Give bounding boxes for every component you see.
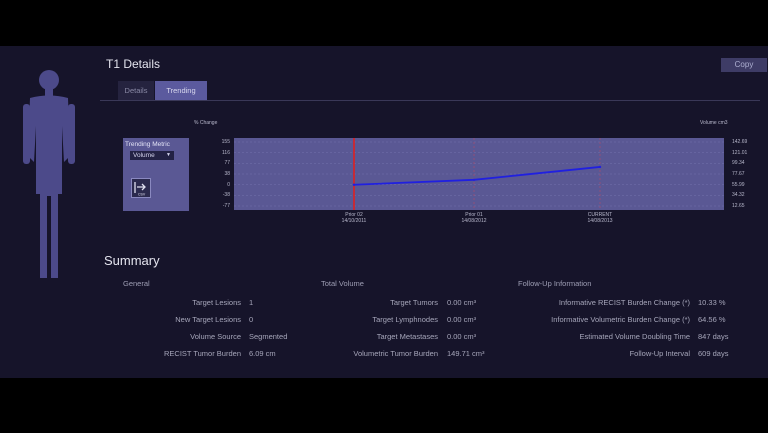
data-point[interactable] — [472, 178, 476, 181]
x-tick-name: Prior 01 — [465, 212, 483, 218]
volume-row-label: Target Lymphnodes — [372, 315, 438, 324]
followup-row-value: 64.56 % — [698, 315, 726, 324]
volume-series-line — [353, 166, 601, 186]
right-tick-label: 12.65 — [732, 203, 745, 209]
right-axis-title: Volume cm3 — [700, 120, 728, 126]
body-figure-icon[interactable] — [18, 66, 80, 282]
summary-title: Summary — [104, 253, 160, 268]
volume-row-label: Target Metastases — [376, 332, 438, 341]
volume-row-value: 0.00 cm³ — [447, 298, 477, 307]
volume-row-value: 149.71 cm³ — [447, 349, 485, 358]
trend-chart-svg — [234, 138, 724, 210]
followup-row-label: Estimated Volume Doubling Time — [579, 332, 690, 341]
general-row-value: 0 — [249, 315, 254, 324]
left-tick-label: 38 — [224, 171, 230, 177]
trending-metric-label: Trending Metric — [125, 141, 170, 148]
volume-row-value: 0.00 cm³ — [447, 332, 477, 341]
chevron-down-icon: ▼ — [166, 152, 171, 158]
x-tick-label: Prior 02 14/10/2011 — [324, 212, 384, 224]
csv-export-button[interactable]: CSV — [131, 178, 151, 198]
trend-chart[interactable] — [234, 138, 724, 210]
general-row-value: 6.09 cm — [249, 349, 276, 358]
tab-divider — [100, 100, 760, 101]
right-tick-label: 55.99 — [732, 181, 745, 188]
left-axis-title: % Change — [194, 120, 218, 126]
right-tick-label: 77.67 — [732, 171, 745, 177]
general-row-value: Segmented — [249, 332, 288, 341]
followup-row-label: Informative Volumetric Burden Change (*) — [551, 315, 690, 324]
left-tick-label: 116 — [222, 149, 230, 156]
followup-row-value: 609 days — [698, 349, 729, 358]
data-point[interactable] — [598, 165, 602, 169]
right-tick-label: 99.34 — [732, 160, 745, 167]
tab-details[interactable]: Details — [118, 81, 154, 100]
volume-row-label: Target Tumors — [390, 298, 438, 307]
general-row-value: 1 — [249, 298, 254, 307]
data-point[interactable] — [352, 183, 356, 186]
right-tick-label: 121.01 — [732, 149, 748, 156]
followup-row-label: Follow-Up Interval — [629, 349, 690, 358]
right-tick-label: 142.69 — [732, 139, 748, 145]
general-row-label: RECIST Tumor Burden — [164, 349, 241, 358]
left-tick-label: 0 — [227, 181, 230, 188]
left-tick-label: 77 — [224, 160, 230, 167]
general-heading: General — [123, 279, 150, 288]
x-tick-label: CURRENT 14/08/2013 — [570, 212, 630, 224]
trending-metric-panel: Trending Metric Volume ▼ CSV — [123, 138, 189, 211]
followup-row-label: Informative RECIST Burden Change (*) — [558, 298, 690, 307]
x-tick-date: 14/08/2012 — [461, 218, 487, 224]
left-tick-label: -38 — [222, 192, 230, 199]
general-row-label: Volume Source — [190, 332, 241, 341]
left-tick-label: 155 — [221, 139, 230, 145]
csv-export-icon: CSV — [134, 182, 146, 197]
general-row-label: Target Lesions — [192, 298, 241, 307]
trending-metric-select[interactable]: Volume ▼ — [130, 151, 174, 160]
svg-text:CSV: CSV — [138, 193, 146, 197]
x-tick-label: Prior 01 14/08/2012 — [444, 212, 504, 224]
general-row-label: New Target Lesions — [175, 315, 241, 324]
volume-row-value: 0.00 cm³ — [447, 315, 477, 324]
tab-trending[interactable]: Trending — [155, 81, 207, 100]
page-title: T1 Details — [106, 57, 161, 71]
followup-row-value: 10.33 % — [698, 298, 726, 307]
left-tick-label: -77 — [222, 203, 230, 209]
x-tick-name: CURRENT — [587, 212, 613, 218]
copy-button[interactable]: Copy — [721, 58, 767, 72]
x-tick-date: 14/10/2011 — [341, 218, 367, 224]
main-panel: T1 Details Copy Details Trending Trendin… — [0, 46, 768, 378]
right-tick-label: 34.32 — [732, 192, 745, 199]
followup-row-value: 847 days — [698, 332, 729, 341]
followup-heading: Follow-Up Information — [518, 279, 592, 288]
x-tick-date: 14/08/2013 — [587, 218, 613, 224]
volume-row-label: Volumetric Tumor Burden — [353, 349, 438, 358]
x-tick-name: Prior 02 — [345, 212, 363, 218]
trending-metric-value: Volume — [133, 152, 155, 159]
total-volume-heading: Total Volume — [321, 279, 364, 288]
